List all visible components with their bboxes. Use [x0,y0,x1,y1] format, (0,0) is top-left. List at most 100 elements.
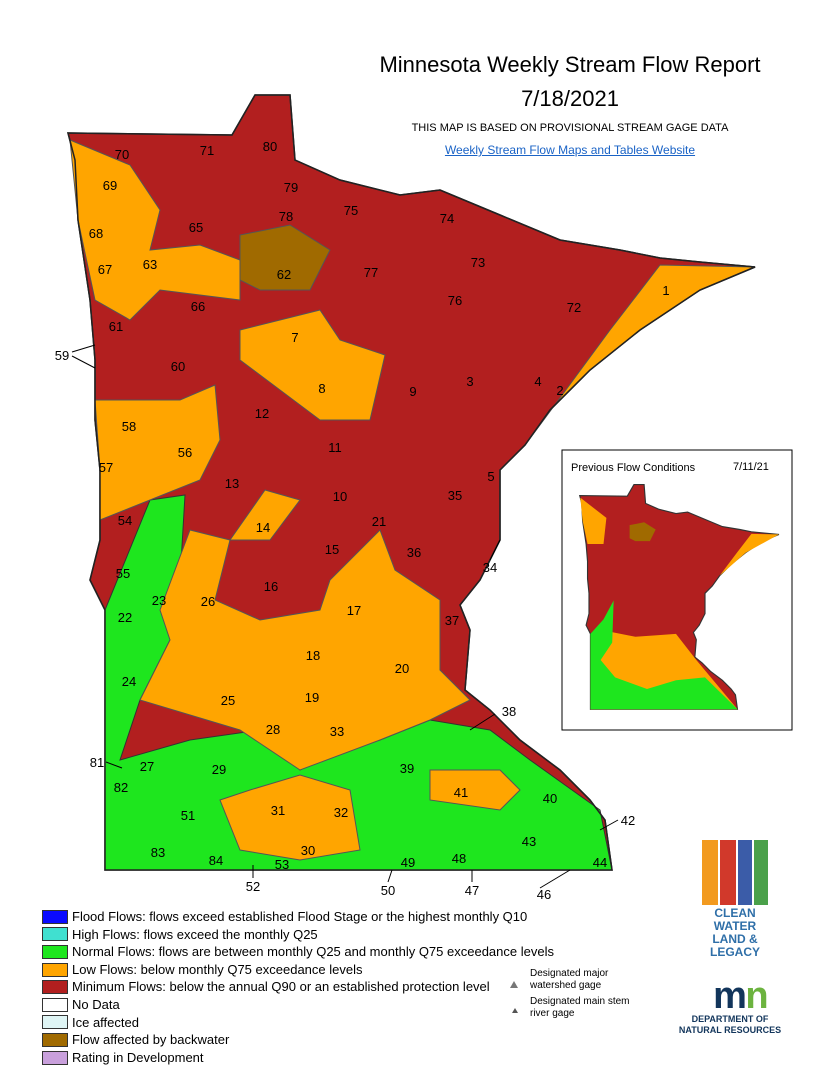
watershed-label: 25 [221,693,235,708]
logo-text: LAND & [712,932,758,946]
legend-label: Low Flows: below monthly Q75 exceedance … [72,961,363,977]
watershed-label: 26 [201,594,215,609]
gage-text: Designated main stem river gage [530,996,630,1019]
watershed-label: 65 [189,220,203,235]
svg-text:n: n [745,975,768,1017]
watershed-label: 78 [279,209,293,224]
watershed-label: 56 [178,445,192,460]
watershed-label: 34 [483,560,497,575]
logo-text: WATER [714,919,757,933]
watershed-label: 10 [333,489,347,504]
watershed-label: 31 [271,803,285,818]
legend-item: Minimum Flows: below the annual Q90 or a… [42,978,554,996]
legend-item: Flow affected by backwater [42,1031,554,1049]
watershed-label: 22 [118,610,132,625]
watershed-label: 60 [171,359,185,374]
watershed-label: 66 [191,299,205,314]
legend-swatch [42,944,68,959]
legend-swatch [42,1050,68,1065]
watershed-label: 13 [225,476,239,491]
legend-label: Flood Flows: flows exceed established Fl… [72,909,528,924]
legend-item: Ice affected [42,1014,554,1032]
watershed-label: 35 [448,488,462,503]
watershed-label: 39 [400,761,414,776]
legend: Flood Flows: flows exceed established Fl… [42,908,554,1066]
watershed-label: 73 [471,255,485,270]
gage-legend: Designated main stem river gage [510,996,640,1020]
watershed-label: 58 [122,419,136,434]
watershed-label: 27 [140,759,154,774]
watershed-label: 57 [99,460,113,475]
watershed-label: 59 [55,348,69,363]
watershed-label: 5 [487,469,494,484]
legend-item: Rating in Development [42,1049,554,1067]
clean-water-logo: CLEAN WATER LAND & LEGACY [702,840,768,959]
legend-item: Normal Flows: flows are between monthly … [42,943,554,961]
watershed-label: 63 [143,257,157,272]
watershed-label: 75 [344,203,358,218]
watershed-label: 48 [452,851,466,866]
watershed-label: 9 [409,384,416,399]
inset-frame [561,449,793,731]
note: THIS MAP IS BASED ON PROVISIONAL STREAM … [411,122,729,134]
watershed-label: 50 [381,883,395,898]
watershed-label: 38 [502,704,516,719]
legend-label: Flow affected by backwater [72,1032,230,1048]
watershed-label: 32 [334,805,348,820]
legend-swatch [42,927,68,942]
watershed-label: 16 [264,579,278,594]
watershed-label: 3 [466,374,473,389]
watershed-label: 19 [305,690,319,705]
watershed-label: 51 [181,808,195,823]
website-link[interactable]: Weekly Stream Flow Maps and Tables Websi… [444,143,696,157]
legend-swatch [42,909,68,924]
watershed-label: 20 [395,661,409,676]
watershed-label: 33 [330,724,344,739]
gage-text: Designated major watershed gage [530,968,609,991]
dnr-logo: m n DEPARTMENT OF NATURAL RESOURCES [679,975,781,1035]
watershed-label: 11 [328,440,342,455]
watershed-label: 47 [465,883,479,898]
legend-label: High Flows: flows exceed the monthly Q25 [72,926,318,942]
watershed-label: 15 [325,542,339,557]
inset-date: 7/11/21 [733,461,769,473]
watershed-label: 53 [275,857,289,872]
watershed-label: 44 [593,855,607,870]
watershed-label: 30 [301,843,315,858]
watershed-label: 21 [372,514,386,529]
legend-item: Low Flows: below monthly Q75 exceedance … [42,961,554,979]
watershed-label: 14 [256,520,270,535]
legend-swatch [42,980,68,995]
watershed-label: 23 [152,593,166,608]
watershed-label: 42 [621,813,635,828]
watershed-label: 54 [118,513,132,528]
legend-swatch [42,1015,68,1030]
gage-legend: Designated major watershed gage [510,968,640,992]
legend-item: Flood Flows: flows exceed established Fl… [42,908,554,926]
watershed-label: 70 [115,147,129,162]
watershed-label: 46 [537,887,551,902]
watershed-label: 77 [364,265,378,280]
legend-item: High Flows: flows exceed the monthly Q25 [42,926,554,944]
watershed-label: 7 [291,330,298,345]
watershed-label: 4 [534,374,541,389]
watershed-label: 1 [662,283,669,298]
inset-map [579,483,780,710]
watershed-label: 67 [98,262,112,277]
watershed-label: 80 [263,139,277,154]
watershed-label: 74 [440,211,454,226]
date: 7/18/2021 [521,86,619,111]
watershed-label: 29 [212,762,226,777]
watershed-label: 17 [347,603,361,618]
watershed-label: 49 [401,855,415,870]
watershed-label: 36 [407,545,421,560]
watershed-label: 84 [209,853,223,868]
watershed-label: 12 [255,406,269,421]
legend-label: Minimum Flows: below the annual Q90 or a… [72,979,490,995]
watershed-label: 55 [116,566,130,581]
logo-text: CLEAN [714,906,755,920]
watershed-label: 40 [543,791,557,806]
title: Minnesota Weekly Stream Flow Report [379,52,761,77]
